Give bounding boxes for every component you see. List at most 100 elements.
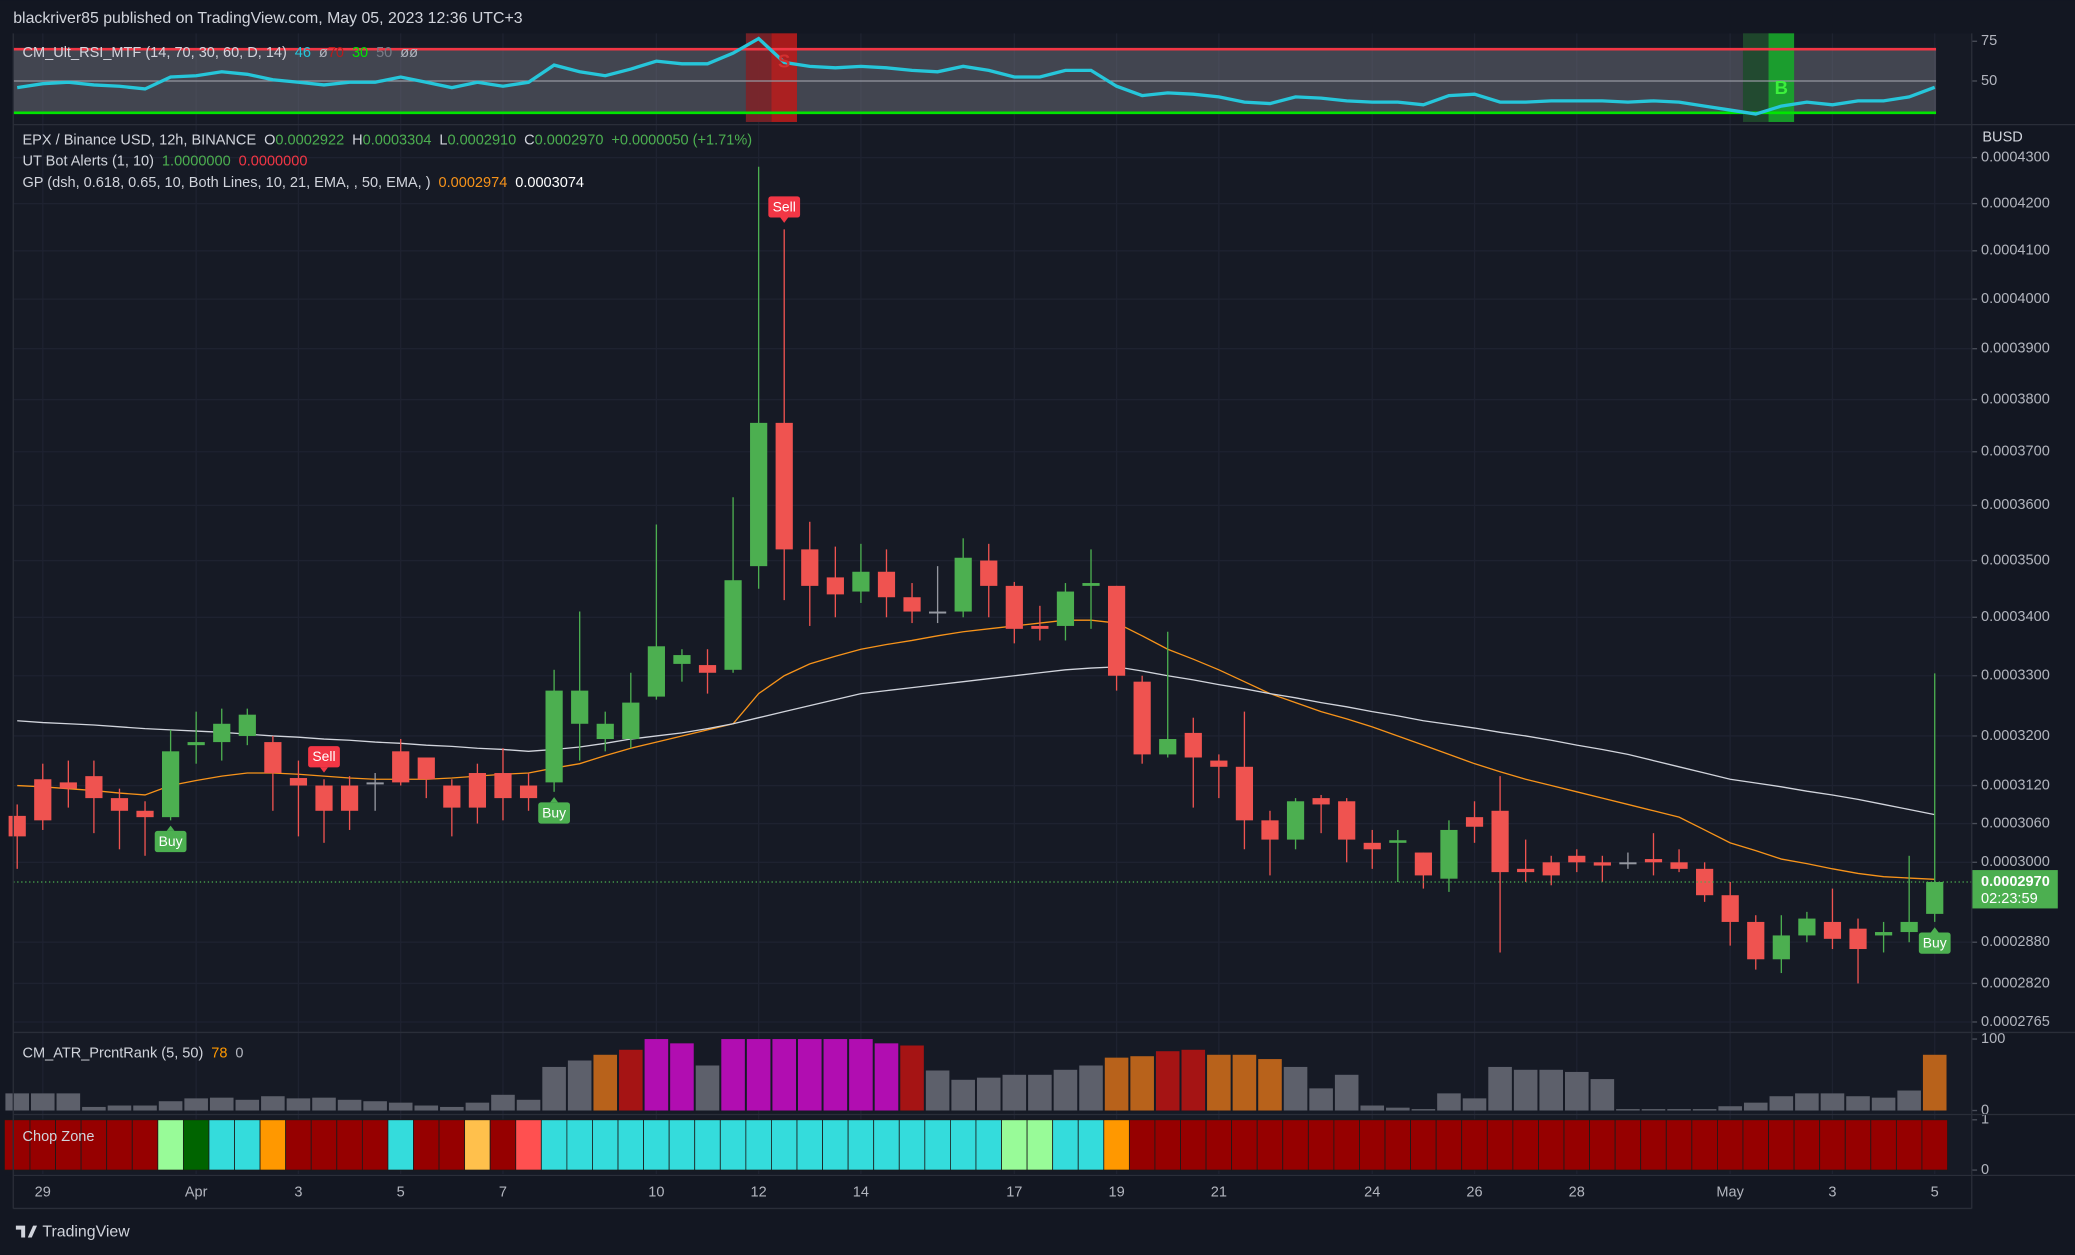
candle-body — [1440, 829, 1458, 879]
bar — [1283, 1066, 1308, 1111]
candle-body — [622, 702, 640, 740]
candle-body — [1619, 862, 1637, 865]
legend-item: ø — [400, 45, 409, 61]
legend-item: 0.0002974 — [439, 175, 508, 191]
bar — [491, 1094, 515, 1111]
y-tick-label: 0.0003200 — [1981, 728, 2050, 744]
signal-box — [538, 802, 570, 824]
bar — [1895, 1119, 1923, 1171]
x-tick-label: 3 — [1828, 1184, 1836, 1200]
bar — [951, 1079, 975, 1111]
candle-body — [1056, 591, 1075, 626]
candle-body — [85, 776, 103, 799]
bar — [312, 1097, 336, 1111]
x-tick-label: Apr — [185, 1184, 208, 1200]
bar — [1077, 1119, 1105, 1171]
legend-item: Chop Zone — [22, 1129, 94, 1145]
bar — [489, 1119, 517, 1171]
candle-body — [264, 742, 282, 774]
x-tick-label: 5 — [397, 1184, 405, 1200]
bar — [898, 1119, 926, 1171]
bar — [1104, 1057, 1129, 1111]
bar — [1486, 1119, 1514, 1171]
candle-body — [417, 757, 435, 780]
legend-item: H — [352, 132, 363, 148]
bar — [1795, 1093, 1819, 1111]
candle-body — [1721, 895, 1739, 922]
bar — [259, 1119, 287, 1171]
legend-item: CM_Ult_RSI_MTF (14, 70, 30, 60, D, 14) — [22, 45, 286, 61]
x-tick-label: 3 — [294, 1184, 302, 1200]
y-tick-label: 0.0004000 — [1981, 291, 2050, 307]
bar — [1410, 1119, 1437, 1171]
x-tick-label: 26 — [1466, 1184, 1482, 1200]
legend-item: 78 — [211, 1045, 227, 1061]
legend: CM_Ult_RSI_MTF (14, 70, 30, 60, D, 14) 46… — [22, 45, 418, 61]
candle-body — [8, 815, 26, 837]
candle-body — [1159, 739, 1177, 755]
bar — [413, 1119, 440, 1171]
legend-item: C — [524, 132, 535, 148]
candle-body — [1772, 935, 1790, 960]
x-tick-label: May — [1716, 1184, 1744, 1200]
bar — [1614, 1119, 1642, 1171]
candle-body — [162, 751, 180, 818]
candle-body — [136, 810, 154, 818]
y-tick-label: 0.0003120 — [1981, 777, 2050, 793]
legend-item: EPX / Binance USD, 12h, BINANCE — [22, 132, 256, 148]
bar — [745, 1119, 772, 1171]
price-tag-label: 0.0002970 — [1981, 874, 2050, 890]
bar — [1461, 1119, 1488, 1171]
candle-body — [1286, 801, 1305, 840]
rsi-line — [16, 36, 1936, 116]
candle-body — [59, 782, 77, 789]
candle-body — [775, 422, 793, 550]
candle-body — [877, 571, 896, 598]
bar — [465, 1102, 490, 1111]
candle-body — [980, 560, 998, 586]
bar — [772, 1039, 797, 1111]
y-tick-label: 0.0002880 — [1981, 934, 2050, 950]
legend-item: 70 — [328, 45, 344, 61]
bar — [29, 1119, 56, 1171]
y-tick-label: 0.0003400 — [1981, 609, 2050, 625]
legend-item: UT Bot Alerts (1, 10) — [22, 154, 154, 170]
candle-body — [929, 611, 947, 614]
bar — [158, 1101, 183, 1111]
bar — [5, 1093, 29, 1111]
bar — [1130, 1056, 1154, 1111]
candle-body — [34, 779, 52, 821]
bar — [464, 1119, 491, 1171]
bar — [1665, 1119, 1693, 1171]
x-tick-label: 7 — [499, 1184, 507, 1200]
bar — [1053, 1069, 1078, 1111]
x-tick-label: 28 — [1569, 1184, 1585, 1200]
x-tick-label: 24 — [1364, 1184, 1380, 1200]
candle-body — [392, 751, 410, 783]
bar — [796, 1119, 823, 1171]
axis-unit: BUSD — [1982, 130, 2022, 146]
x-tick-label: 19 — [1108, 1184, 1124, 1200]
candle-body — [1644, 859, 1663, 863]
signal-pointer — [166, 825, 175, 831]
bar — [694, 1119, 721, 1171]
bar — [617, 1119, 644, 1171]
bar — [234, 1119, 261, 1171]
candle-body — [1261, 820, 1279, 840]
bar — [1718, 1106, 1742, 1111]
candle-body — [1005, 585, 1023, 629]
bar — [1360, 1105, 1385, 1111]
bar — [976, 1077, 1001, 1111]
y-tick-label: 0.0003900 — [1981, 341, 2050, 357]
signal-label: Buy — [159, 833, 183, 849]
countdown: 02:23:59 — [1981, 891, 2038, 907]
bar — [567, 1060, 592, 1111]
bar — [823, 1039, 848, 1111]
candle-body — [852, 571, 870, 592]
bar — [131, 1119, 159, 1171]
bar — [80, 1119, 108, 1171]
bar — [1897, 1090, 1921, 1111]
bar — [82, 1106, 106, 1111]
candle-body — [954, 557, 972, 612]
